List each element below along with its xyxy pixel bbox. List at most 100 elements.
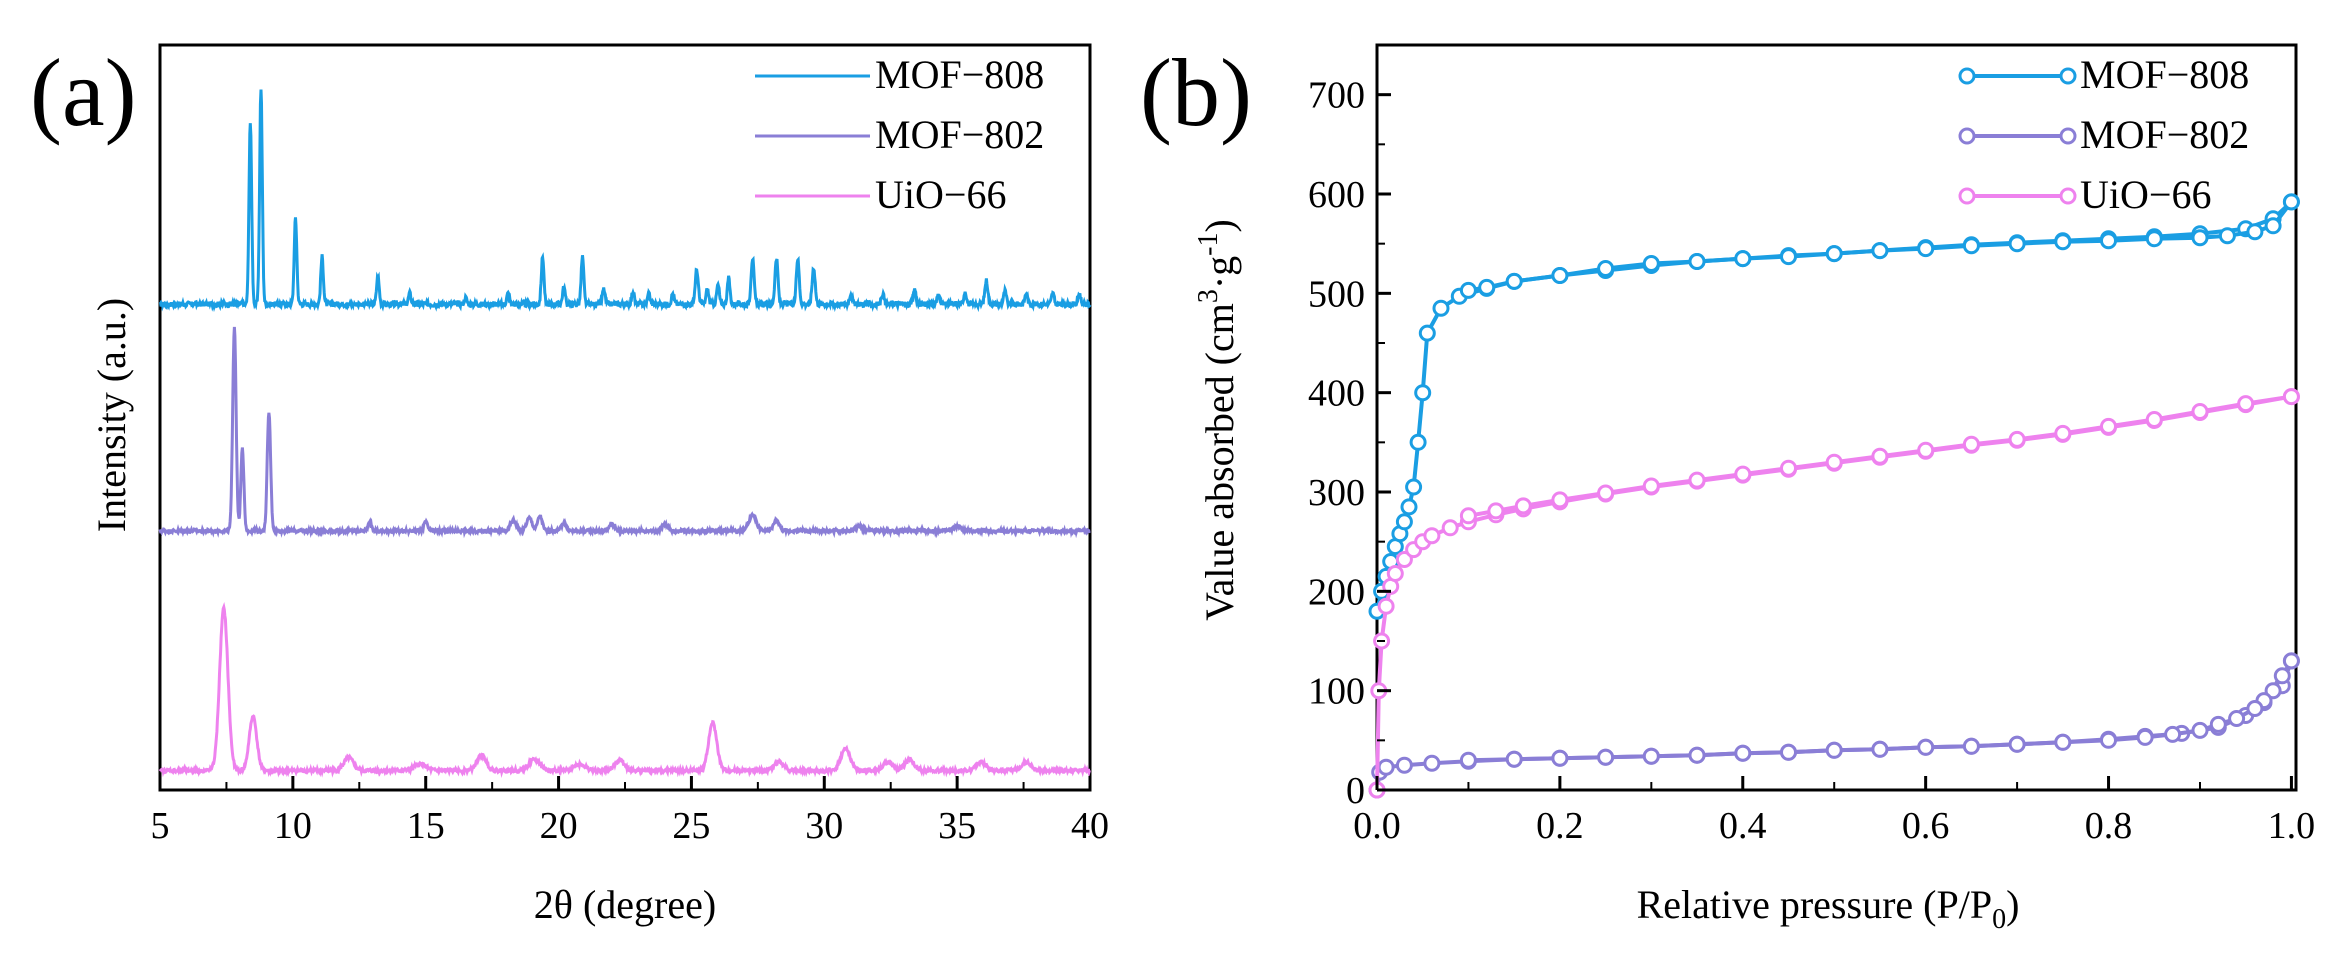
x-title-main: Relative pressure (P/P [1637,882,1993,927]
isotherm-point-mof-802 [2282,652,2300,670]
xrd-x-axis: 5 10 15 20 25 30 35 40 [151,776,1109,847]
isotherm-x-axis-title: Relative pressure (P/P0) [1637,882,2020,935]
isotherm-adsorption-line-mof-802 [1375,660,2294,791]
isotherm-point-mof-808 [1551,267,1569,284]
panel-label-b: (b) [1140,39,1252,146]
isotherm-y-tick-label: 400 [1308,373,1365,415]
xrd-y-axis-title: Intensity (a.u.) [89,298,134,532]
xrd-series-group [158,89,1092,778]
isotherm-point-mof-802 [1597,748,1615,766]
isotherm-point-uio-66 [2100,417,2117,435]
isotherm-point-mof-802 [1917,738,1935,756]
isotherm-point-uio-66 [1487,502,1505,520]
isotherm-point-mof-802 [2228,710,2246,727]
isotherm-panel: (b) 0.0 0.2 0.4 0.6 0.8 1.0 0 100 200 300 400 500 6… [1140,39,2315,935]
isotherm-point-uio-66 [1688,471,1706,489]
x-title-end: ) [2006,882,2019,927]
isotherm-point-mof-802 [1871,740,1889,758]
isotherm-series-group [1368,193,2300,799]
isotherm-point-uio-66 [1734,465,1752,483]
isotherm-point-mof-808 [2054,233,2072,251]
isotherm-point-mof-808 [1459,281,1477,299]
isotherm-point-mof-808 [1871,242,1889,260]
isotherm-point-uio-66 [1377,597,1395,615]
isotherm-point-uio-66 [1871,447,1889,465]
isotherm-point-uio-66 [1441,519,1459,537]
xrd-legend: MOF−808 MOF−802 UiO−66 [755,52,1044,217]
isotherm-point-mof-802 [2100,731,2117,749]
isotherm-legend: MOF−808 MOF−802 UiO−66 [1958,52,2249,217]
xrd-legend-label: UiO−66 [875,172,1006,217]
isotherm-adsorption-line-mof-808 [1375,200,2293,612]
isotherm-point-mof-802 [1505,750,1523,768]
isotherm-point-mof-802 [1395,756,1413,774]
y-title-sup3: 3 [1193,289,1224,303]
xrd-x-tick-label: 10 [274,805,312,847]
isotherm-point-mof-808 [2100,232,2117,250]
isotherm-point-mof-802 [2273,667,2291,685]
isotherm-point-mof-808 [1432,299,1450,317]
isotherm-y-tick-label: 500 [1308,273,1365,315]
isotherm-x-tick-label: 0.4 [1719,805,1767,847]
y-title-end: ) [1197,219,1242,232]
isotherm-point-mof-808 [2008,235,2026,253]
isotherm-legend-marker [2059,127,2077,145]
xrd-x-axis-title: 2θ (degree) [534,882,716,927]
isotherm-point-mof-808 [1688,253,1706,270]
xrd-x-tick-label: 30 [805,805,843,847]
isotherm-point-uio-66 [1386,565,1404,582]
y-title-sup-neg1: -1 [1193,233,1224,256]
isotherm-point-uio-66 [2145,411,2163,428]
isotherm-point-mof-802 [1780,743,1797,761]
isotherm-point-mof-808 [1418,324,1436,342]
isotherm-point-uio-66 [1642,477,1660,495]
y-title-main: Value absorbed (cm [1197,303,1242,621]
isotherm-point-mof-808 [1780,248,1797,266]
isotherm-point-uio-66 [1780,459,1797,477]
isotherm-y-tick-label: 300 [1308,472,1365,514]
isotherm-y-tick-label: 0 [1346,770,1365,812]
isotherm-y-tick-label: 100 [1308,671,1365,713]
isotherm-point-mof-808 [1505,272,1523,290]
xrd-x-tick-label: 20 [540,805,578,847]
isotherm-point-mof-808 [2191,229,2209,247]
xrd-legend-label: MOF−802 [875,112,1044,157]
xrd-x-tick-label: 5 [151,805,170,847]
isotherm-point-uio-66 [1423,527,1441,545]
isotherm-point-uio-66 [2282,388,2300,406]
isotherm-point-uio-66 [1459,507,1477,525]
isotherm-y-axis: 0 100 200 300 400 500 600 700 [1308,75,1391,812]
xrd-x-tick-label: 15 [407,805,445,847]
isotherm-point-uio-66 [2237,395,2255,413]
isotherm-point-uio-66 [2008,430,2026,448]
y-title-mid: ·g [1197,256,1242,289]
xrd-panel: (a) 5 10 15 20 25 30 35 40 2θ (degree) Intensit… [30,39,1109,927]
isotherm-point-uio-66 [1551,491,1569,509]
isotherm-x-tick-label: 0.0 [1353,805,1401,847]
isotherm-point-uio-66 [2054,424,2072,442]
panel-label-a: (a) [30,39,137,146]
isotherm-point-mof-808 [1734,250,1752,268]
isotherm-point-mof-802 [1962,737,1980,755]
isotherm-point-uio-66 [1825,453,1843,471]
xrd-series-mof-802 [158,326,1091,539]
isotherm-y-axis-title: Value absorbed (cm3·g-1) [1193,219,1242,621]
isotherm-point-mof-802 [1423,754,1441,772]
isotherm-y-tick-label: 700 [1308,75,1365,117]
isotherm-point-mof-802 [1551,749,1569,767]
xrd-x-tick-label: 25 [672,805,710,847]
isotherm-x-axis: 0.0 0.2 0.4 0.6 0.8 1.0 [1353,776,2315,847]
isotherm-point-uio-66 [2191,403,2209,420]
isotherm-point-mof-802 [1459,751,1477,769]
x-title-subscript: 0 [1992,904,2006,935]
isotherm-point-mof-802 [1825,741,1843,759]
isotherm-point-mof-808 [2282,193,2300,211]
isotherm-x-tick-label: 0.8 [2085,805,2133,847]
isotherm-desorption-line-mof-808 [1468,200,2293,293]
isotherm-point-mof-802 [2246,700,2264,717]
isotherm-point-mof-802 [2164,725,2182,743]
isotherm-point-uio-66 [1597,484,1615,502]
isotherm-point-mof-808 [2264,217,2282,235]
isotherm-point-mof-802 [2136,728,2154,746]
isotherm-x-tick-label: 1.0 [2268,805,2316,847]
